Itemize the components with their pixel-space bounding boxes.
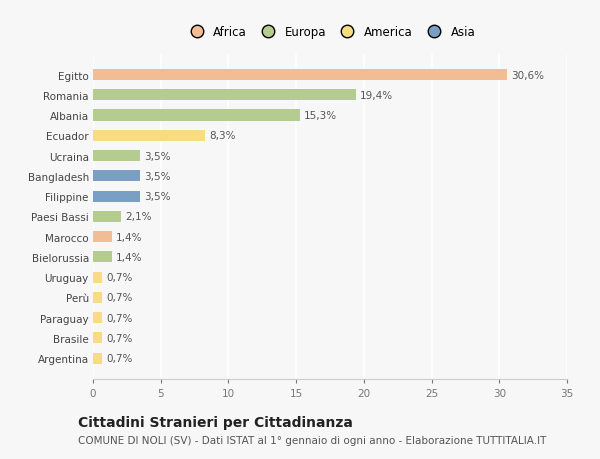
- Text: 0,7%: 0,7%: [107, 333, 133, 343]
- Text: 15,3%: 15,3%: [304, 111, 337, 121]
- Text: 0,7%: 0,7%: [107, 313, 133, 323]
- Bar: [93, 292, 103, 303]
- Legend: Africa, Europa, America, Asia: Africa, Europa, America, Asia: [181, 22, 479, 42]
- Bar: [93, 272, 103, 283]
- Text: 0,7%: 0,7%: [107, 353, 133, 364]
- Text: 0,7%: 0,7%: [107, 273, 133, 283]
- Bar: [93, 191, 140, 202]
- Text: Cittadini Stranieri per Cittadinanza: Cittadini Stranieri per Cittadinanza: [78, 415, 353, 429]
- Text: 19,4%: 19,4%: [360, 90, 393, 101]
- Text: 3,5%: 3,5%: [145, 192, 171, 202]
- Bar: [93, 333, 103, 344]
- Bar: [93, 130, 205, 141]
- Text: 3,5%: 3,5%: [145, 172, 171, 181]
- Bar: [93, 231, 112, 243]
- Text: COMUNE DI NOLI (SV) - Dati ISTAT al 1° gennaio di ogni anno - Elaborazione TUTTI: COMUNE DI NOLI (SV) - Dati ISTAT al 1° g…: [78, 435, 547, 445]
- Bar: [93, 211, 121, 223]
- Bar: [93, 70, 508, 81]
- Text: 3,5%: 3,5%: [145, 151, 171, 161]
- Text: 0,7%: 0,7%: [107, 293, 133, 303]
- Text: 1,4%: 1,4%: [116, 252, 143, 262]
- Text: 30,6%: 30,6%: [511, 70, 544, 80]
- Text: 2,1%: 2,1%: [125, 212, 152, 222]
- Bar: [93, 151, 140, 162]
- Bar: [93, 252, 112, 263]
- Bar: [93, 353, 103, 364]
- Bar: [93, 313, 103, 324]
- Bar: [93, 90, 356, 101]
- Text: 8,3%: 8,3%: [209, 131, 236, 141]
- Bar: [93, 171, 140, 182]
- Text: 1,4%: 1,4%: [116, 232, 143, 242]
- Bar: [93, 110, 300, 121]
